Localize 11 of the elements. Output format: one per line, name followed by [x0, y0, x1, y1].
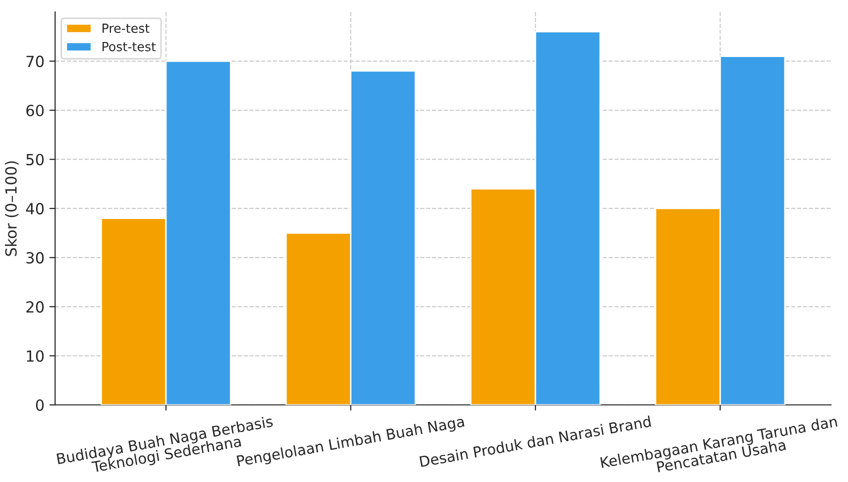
- y-tick-label: 30: [26, 252, 44, 264]
- y-axis-title: Skor (0–100): [4, 161, 19, 256]
- y-tick-label: 70: [26, 56, 44, 68]
- y-tick-label: 0: [36, 399, 44, 411]
- y-tick-label: 40: [26, 202, 44, 214]
- legend-label: Post-test: [102, 42, 156, 52]
- y-tick-label: 10: [26, 350, 44, 362]
- legend-label: Pre-test: [102, 24, 150, 33]
- y-tick-label: 20: [26, 301, 44, 313]
- y-tick-label: 50: [26, 154, 44, 166]
- y-tick-label: 60: [26, 104, 44, 116]
